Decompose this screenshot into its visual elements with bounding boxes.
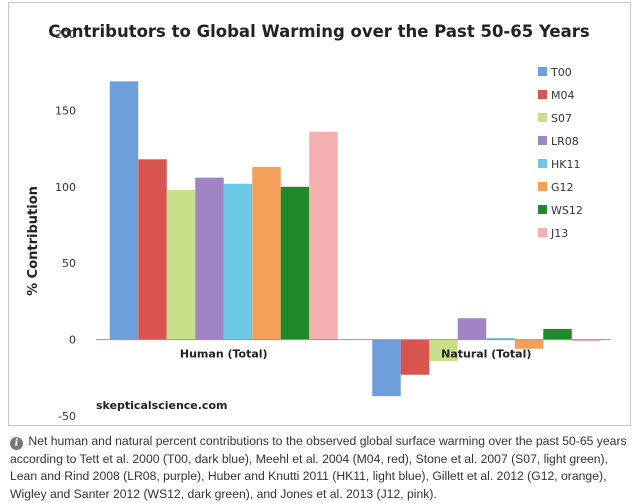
category-label: Human (Total) xyxy=(180,348,268,361)
y-axis: -50 0 50 100 150 200 xyxy=(55,28,76,423)
bar-g12 xyxy=(514,339,544,349)
bar-chart: Contributors to Global Warming over the … xyxy=(26,22,611,423)
y-tick-label: 150 xyxy=(55,104,76,117)
info-icon: i xyxy=(10,437,23,450)
legend-swatch-hk11 xyxy=(538,159,547,168)
bar-s07 xyxy=(166,189,196,340)
category-labels: Human (Total) Natural (Total) xyxy=(180,348,531,361)
legend-label-s07: S07 xyxy=(551,112,572,125)
bar-hk11 xyxy=(223,183,253,340)
bar-j13 xyxy=(309,131,338,340)
bar-t00 xyxy=(372,339,401,397)
y-tick-label: 200 xyxy=(55,28,76,41)
chart-title: Contributors to Global Warming over the … xyxy=(48,22,590,41)
bar-lr08 xyxy=(195,177,224,340)
bars xyxy=(109,81,601,397)
legend-label-t00: T00 xyxy=(550,66,572,79)
legend-swatch-s07 xyxy=(538,113,547,122)
legend-swatch-ws12 xyxy=(538,205,547,214)
bar-m04 xyxy=(138,159,167,340)
legend-label-ws12: WS12 xyxy=(551,204,583,217)
watermark: skepticalscience.com xyxy=(96,399,227,412)
bar-g12 xyxy=(252,166,281,340)
bar-s07 xyxy=(429,339,458,361)
caption-text: Net human and natural percent contributi… xyxy=(10,434,627,501)
y-axis-label: % Contribution xyxy=(26,186,41,296)
legend-label-m04: M04 xyxy=(551,89,575,102)
legend-swatch-m04 xyxy=(538,90,547,99)
bar-ws12 xyxy=(280,186,310,340)
legend-label-j13: J13 xyxy=(550,227,568,240)
legend-label-lr08: LR08 xyxy=(551,135,579,148)
bar-j13 xyxy=(571,339,601,342)
bar-hk11 xyxy=(486,338,515,340)
category-label: Natural (Total) xyxy=(441,348,531,361)
bar-m04 xyxy=(400,339,430,375)
bar-lr08 xyxy=(457,318,487,340)
y-tick-label: 50 xyxy=(62,257,76,270)
legend-swatch-lr08 xyxy=(538,136,547,145)
y-tick-label: 100 xyxy=(55,181,76,194)
figure-caption: i Net human and natural percent contribu… xyxy=(10,433,630,503)
bar-t00 xyxy=(109,81,139,340)
legend-swatch-j13 xyxy=(538,228,547,237)
y-tick-label: 0 xyxy=(69,334,76,347)
legend-swatch-g12 xyxy=(538,182,547,191)
legend-label-hk11: HK11 xyxy=(551,158,580,171)
legend-swatch-t00 xyxy=(538,67,547,76)
legend: T00 M04 S07 LR08 HK11 G12 WS12 J13 xyxy=(538,66,583,240)
chart-frame: Contributors to Global Warming over the … xyxy=(8,2,631,426)
legend-label-g12: G12 xyxy=(551,181,574,194)
bar-ws12 xyxy=(543,328,572,340)
y-tick-label: -50 xyxy=(58,410,76,423)
